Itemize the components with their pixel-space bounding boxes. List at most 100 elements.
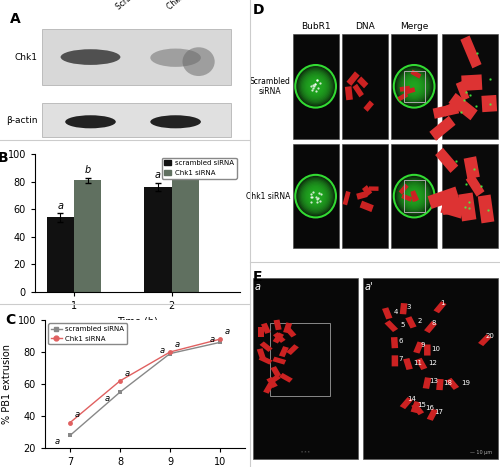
Circle shape <box>396 68 432 105</box>
Circle shape <box>301 71 330 102</box>
Text: a: a <box>210 335 215 344</box>
Circle shape <box>296 65 336 107</box>
Bar <box>436 379 444 390</box>
Ellipse shape <box>65 115 116 128</box>
Text: 16: 16 <box>426 405 434 411</box>
Bar <box>404 87 415 94</box>
Bar <box>400 397 413 409</box>
Text: b: b <box>84 165 91 175</box>
Text: 7: 7 <box>398 356 403 362</box>
Circle shape <box>400 181 429 212</box>
Bar <box>461 74 482 91</box>
Bar <box>392 355 398 367</box>
Bar <box>258 355 272 365</box>
Circle shape <box>308 189 323 204</box>
Bar <box>432 103 459 119</box>
Text: BubR1: BubR1 <box>301 21 330 31</box>
Bar <box>446 378 459 390</box>
Text: a': a' <box>365 282 374 292</box>
Bar <box>342 144 388 248</box>
Bar <box>464 156 480 179</box>
Circle shape <box>300 70 332 103</box>
Bar <box>402 194 412 202</box>
Bar <box>286 344 299 355</box>
Text: Scrambled
siRNA: Scrambled siRNA <box>249 77 290 96</box>
Circle shape <box>396 177 433 216</box>
Text: 4: 4 <box>393 309 398 315</box>
Circle shape <box>403 75 425 98</box>
Bar <box>74 180 102 292</box>
Bar <box>42 104 231 137</box>
Circle shape <box>304 184 326 208</box>
Bar <box>424 345 430 355</box>
Text: 17: 17 <box>434 409 443 415</box>
Bar <box>398 184 408 195</box>
Circle shape <box>312 83 319 90</box>
Bar <box>144 187 172 292</box>
Bar <box>460 35 481 68</box>
Bar <box>342 34 388 139</box>
Legend: scrambled siRNA, Chk1 siRNA: scrambled siRNA, Chk1 siRNA <box>48 323 127 344</box>
Bar <box>268 375 281 384</box>
Text: Chk1 siRNA: Chk1 siRNA <box>165 0 205 12</box>
Bar <box>369 186 378 191</box>
Bar <box>410 70 422 78</box>
Ellipse shape <box>150 49 201 67</box>
Bar <box>442 198 462 215</box>
Circle shape <box>302 182 329 210</box>
Bar <box>428 186 460 209</box>
Text: B: B <box>0 151 8 165</box>
Text: a: a <box>105 394 110 403</box>
Bar <box>284 326 296 338</box>
Text: a: a <box>125 368 130 378</box>
Bar <box>261 323 271 334</box>
Circle shape <box>398 179 430 213</box>
Text: a: a <box>255 282 261 292</box>
Circle shape <box>408 80 420 92</box>
Bar <box>391 34 437 139</box>
Text: — 10 μm: — 10 μm <box>470 450 492 455</box>
Bar <box>422 377 432 389</box>
Bar <box>400 85 410 92</box>
Circle shape <box>396 67 433 106</box>
Text: Chk1: Chk1 <box>14 53 38 62</box>
Bar <box>263 382 274 394</box>
Circle shape <box>306 76 326 97</box>
Text: a: a <box>225 327 230 336</box>
Circle shape <box>412 194 416 198</box>
Bar <box>172 172 199 292</box>
Circle shape <box>394 65 434 107</box>
Bar <box>406 316 416 328</box>
Circle shape <box>307 78 324 95</box>
Bar <box>404 71 425 102</box>
Bar <box>270 366 281 377</box>
Text: a: a <box>155 170 161 180</box>
Text: a: a <box>55 438 60 446</box>
Circle shape <box>400 72 427 100</box>
Circle shape <box>298 68 333 105</box>
Text: Chk1 siRNA: Chk1 siRNA <box>246 191 290 201</box>
Text: C: C <box>5 313 15 327</box>
Circle shape <box>314 194 318 198</box>
Circle shape <box>402 73 426 99</box>
Bar <box>356 191 368 200</box>
Bar <box>270 324 330 396</box>
Bar <box>352 84 364 98</box>
Bar <box>398 92 408 101</box>
Bar <box>391 144 437 248</box>
Bar <box>466 174 484 197</box>
Text: 11: 11 <box>414 360 422 366</box>
Circle shape <box>394 175 434 217</box>
Text: E: E <box>252 270 262 284</box>
Circle shape <box>306 186 326 206</box>
Circle shape <box>407 79 422 94</box>
Y-axis label: % GVBD: % GVBD <box>0 203 2 243</box>
Circle shape <box>302 72 329 100</box>
Circle shape <box>404 186 424 206</box>
Circle shape <box>301 181 330 212</box>
Circle shape <box>297 67 335 106</box>
X-axis label: Time (h): Time (h) <box>117 317 158 326</box>
Circle shape <box>408 190 420 202</box>
Bar <box>360 201 374 212</box>
Text: DNA: DNA <box>355 21 375 31</box>
